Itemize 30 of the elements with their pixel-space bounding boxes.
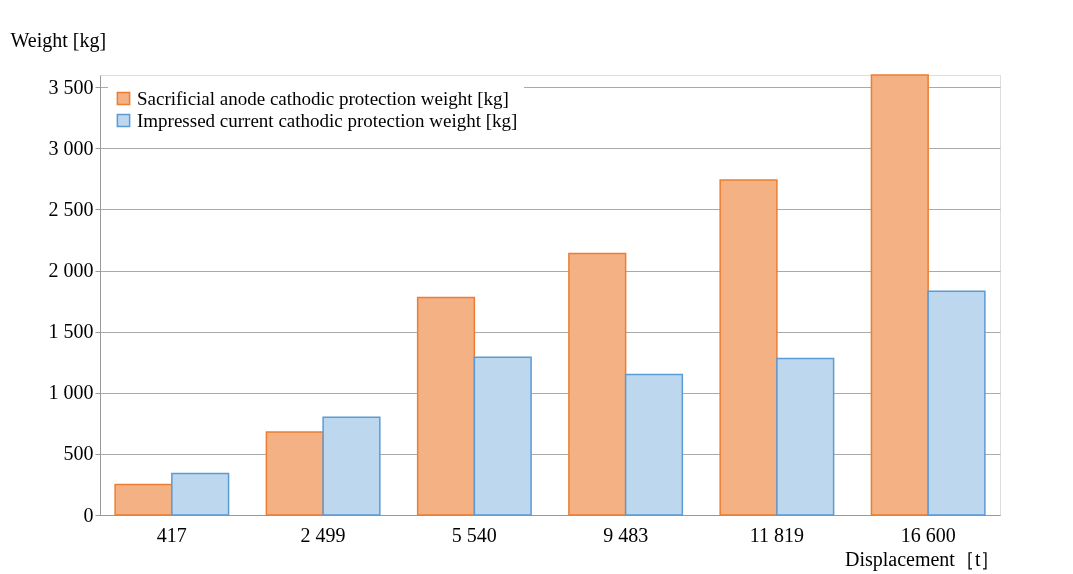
y-tick-label: 2 000	[48, 259, 94, 282]
y-tick-label: 500	[63, 442, 94, 465]
y-tick-label: 0	[83, 503, 94, 526]
x-tick-label: 11 819	[749, 523, 805, 546]
y-tick-label: 1 000	[48, 381, 94, 404]
bar	[171, 472, 230, 516]
bar	[114, 483, 173, 516]
bar	[473, 356, 532, 516]
legend-label: Sacrificial anode cathodic protection weight [kg]	[137, 87, 509, 109]
y-tick-label: 1 500	[48, 320, 94, 343]
bar	[416, 296, 476, 516]
y-tick-label: 3 500	[48, 75, 94, 98]
bar	[322, 416, 381, 516]
y-tick-label: 2 500	[48, 197, 94, 220]
bar	[776, 357, 835, 516]
x-tick-label: 2 499	[300, 523, 346, 546]
bar	[624, 373, 684, 516]
x-axis-title: Displacement［t］	[844, 547, 1001, 571]
legend-label: Impressed current cathodic protection weight [kg]	[137, 109, 518, 131]
x-tick-label: 9 483	[603, 523, 649, 546]
y-axis-title: Weight [kg]	[10, 28, 107, 52]
bar	[870, 74, 929, 516]
x-tick-label: 417	[156, 523, 187, 546]
bar	[568, 252, 627, 516]
bar	[927, 290, 986, 516]
x-tick-label: 5 540	[451, 523, 497, 546]
y-tick-label: 3 000	[48, 136, 94, 159]
x-tick-label: 16 600	[900, 523, 956, 546]
bar	[719, 179, 778, 516]
bar	[265, 431, 324, 516]
